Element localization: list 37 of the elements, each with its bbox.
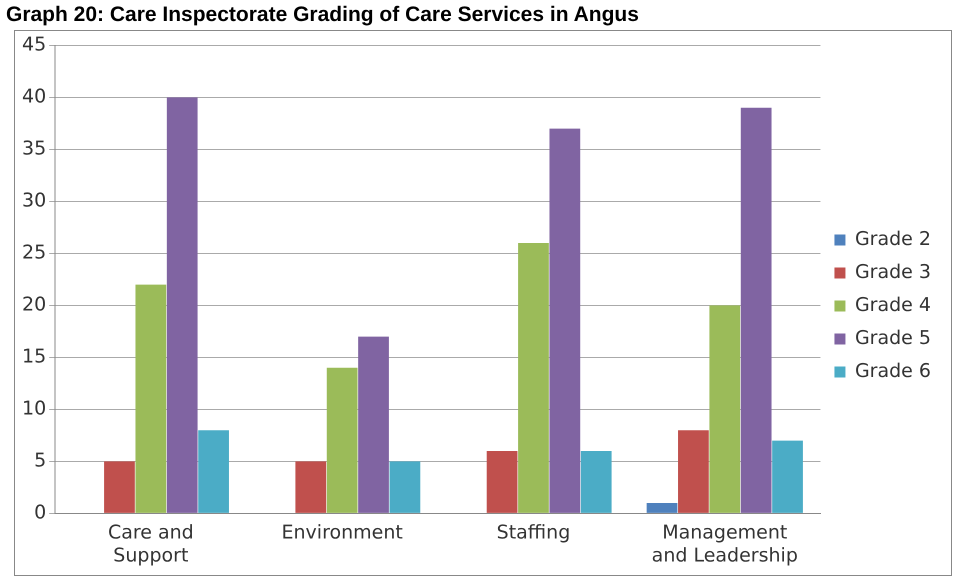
y-tick-label: 30 bbox=[22, 189, 46, 212]
bar bbox=[198, 430, 229, 513]
bar bbox=[646, 503, 678, 513]
legend-label: Grade 4 bbox=[854, 294, 932, 316]
legend-label: Grade 5 bbox=[854, 326, 932, 349]
y-tick-label: 25 bbox=[22, 241, 46, 264]
bar bbox=[326, 368, 358, 513]
x-tick-label: Environment bbox=[281, 522, 403, 544]
bar bbox=[740, 108, 772, 513]
bar bbox=[358, 336, 389, 513]
bar bbox=[518, 243, 549, 513]
bar bbox=[390, 461, 420, 513]
bar bbox=[104, 461, 135, 513]
y-tick-label: 5 bbox=[34, 449, 46, 472]
chart-title: Graph 20: Care Inspectorate Grading of Care Services in Angus bbox=[6, 2, 640, 28]
y-tick-label: 15 bbox=[22, 345, 46, 368]
x-tick-label: Care and Support bbox=[108, 522, 194, 567]
y-tick-label: 35 bbox=[22, 137, 46, 160]
legend-label: Grade 6 bbox=[854, 360, 932, 382]
y-tick-label: 20 bbox=[22, 293, 46, 316]
bar bbox=[709, 305, 740, 513]
y-tick-label: 40 bbox=[22, 85, 46, 108]
bar bbox=[549, 128, 580, 513]
legend-label: Grade 2 bbox=[854, 228, 932, 250]
bar bbox=[580, 451, 612, 513]
y-tick-label: 10 bbox=[22, 397, 46, 420]
x-tick-label: Staffing bbox=[496, 522, 570, 544]
x-tick-label: Management and Leadership bbox=[652, 522, 798, 567]
legend-label: Grade 3 bbox=[854, 260, 932, 283]
y-tick-label: 0 bbox=[34, 501, 46, 524]
bar bbox=[166, 97, 198, 513]
bar bbox=[486, 451, 518, 513]
bar bbox=[678, 430, 709, 513]
bar bbox=[772, 440, 803, 513]
bar bbox=[295, 461, 326, 513]
bar bbox=[135, 284, 166, 513]
y-tick-label: 45 bbox=[22, 33, 46, 56]
